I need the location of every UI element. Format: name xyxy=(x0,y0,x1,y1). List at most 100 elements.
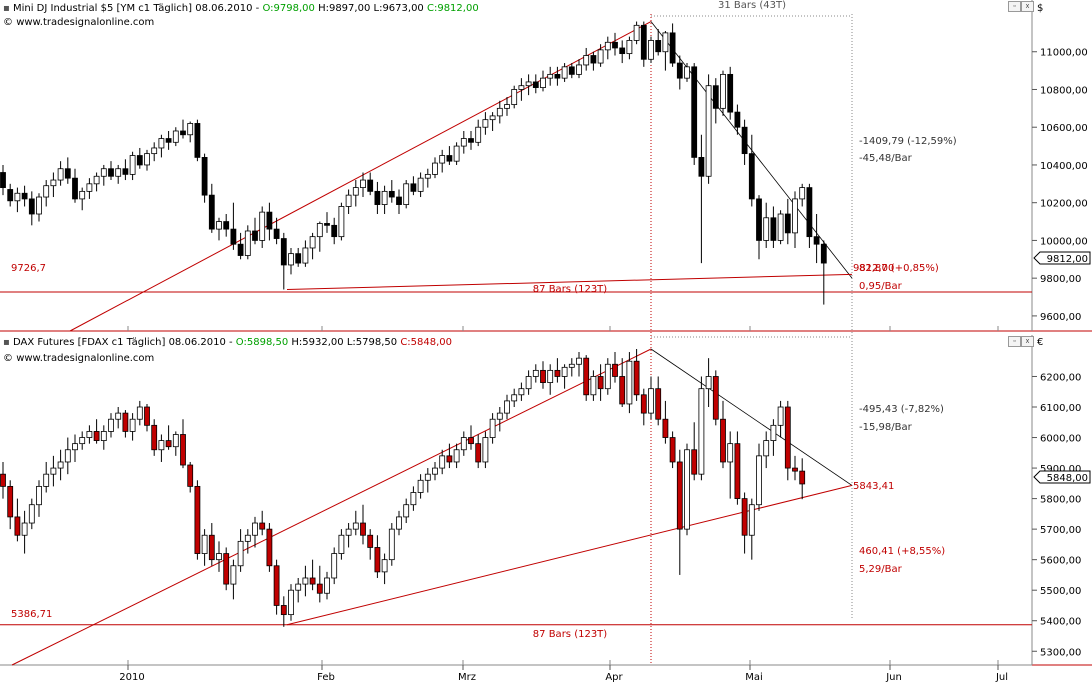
upper-candle-body xyxy=(655,40,662,53)
upper-candle-body xyxy=(597,49,604,64)
lower-candle xyxy=(273,559,280,615)
lower-candle xyxy=(698,376,705,481)
upper-candle-body xyxy=(489,115,496,121)
upper-candle xyxy=(331,217,338,245)
lower-decline-per-bar: -15,98/Bar xyxy=(859,422,913,433)
upper-candle-body xyxy=(813,236,820,245)
upper-candle-body xyxy=(496,107,503,117)
lower-candle-body xyxy=(100,431,107,441)
lower-candle xyxy=(655,376,662,426)
lower-minimize-button[interactable]: ▫ xyxy=(1008,336,1021,347)
lower-candle xyxy=(151,419,158,456)
lower-candle xyxy=(460,431,467,456)
lower-candle xyxy=(590,370,597,401)
lower-candle-body xyxy=(612,363,618,377)
upper-candle-body xyxy=(532,81,539,88)
upper-candle xyxy=(309,232,316,260)
lower-candle-body xyxy=(705,376,712,390)
upper-rise-per-bar: 0,95/Bar xyxy=(859,281,903,292)
lower-candle xyxy=(187,461,194,493)
upper-candle xyxy=(806,183,813,248)
lower-candle-body xyxy=(388,528,395,561)
upper-candle-body xyxy=(604,41,611,51)
upper-close-button[interactable]: x xyxy=(1021,1,1034,12)
upper-candle xyxy=(446,146,453,165)
upper-candle xyxy=(453,142,460,165)
upper-candle-body xyxy=(590,55,597,64)
upper-rise-overlap: 9812,00 xyxy=(853,263,894,274)
lower-price-tag: 5848,00 xyxy=(1033,470,1091,484)
upper-candle-body xyxy=(403,183,410,205)
lower-candle xyxy=(720,400,726,469)
lower-candle-body xyxy=(93,431,100,441)
lower-y-tick-label: 5300,00 xyxy=(1040,647,1081,658)
lower-y-tick-label: 5400,00 xyxy=(1040,617,1081,628)
lower-candle-body xyxy=(129,418,136,432)
upper-candle xyxy=(43,180,50,207)
lower-support-label: 5386,71 xyxy=(11,609,52,620)
lower-candle xyxy=(309,559,316,591)
upper-candle xyxy=(280,232,287,290)
lower-candle-body xyxy=(230,565,237,585)
lower-candle-body xyxy=(403,504,410,518)
lower-candle-body xyxy=(252,522,258,536)
lower-candle-body xyxy=(57,461,64,469)
upper-candle xyxy=(151,142,158,162)
lower-candle xyxy=(568,358,575,377)
upper-candle-body xyxy=(360,179,366,188)
upper-candle-body xyxy=(741,126,748,155)
upper-minimize-button[interactable]: ▫ xyxy=(1008,1,1021,12)
upper-open: O:9798,00 xyxy=(262,3,314,14)
lower-candle xyxy=(712,370,719,426)
lower-decline-label: -495,43 (-7,82%) xyxy=(859,404,944,415)
lower-candle xyxy=(115,407,122,429)
upper-candle-body xyxy=(662,32,669,53)
upper-candle xyxy=(669,23,676,67)
upper-candle xyxy=(698,134,705,264)
upper-candle xyxy=(770,206,777,248)
upper-candle xyxy=(410,176,417,196)
upper-candle-body xyxy=(14,192,21,202)
lower-candle xyxy=(748,498,755,560)
upper-candle xyxy=(381,185,388,215)
upper-candle-body xyxy=(165,138,172,143)
upper-bars-top-label: 31 Bars (43T) xyxy=(718,0,786,11)
upper-candle xyxy=(136,147,143,169)
lower-candle xyxy=(21,510,28,554)
lower-close-button[interactable]: x xyxy=(1021,336,1034,347)
svg-text:9812,00: 9812,00 xyxy=(1047,254,1088,265)
lower-y-tick-label: 5800,00 xyxy=(1040,495,1081,506)
upper-candle-body xyxy=(777,213,784,241)
lower-candle-body xyxy=(331,553,338,579)
lower-candle-body xyxy=(417,479,424,493)
lower-candle xyxy=(504,394,510,420)
lower-candle-body xyxy=(295,583,302,591)
x-axis-label: Mai xyxy=(745,672,763,683)
upper-y-tick-label: 11000,00 xyxy=(1040,48,1088,59)
lower-candle-body xyxy=(741,498,748,536)
lower-candle xyxy=(194,480,201,560)
lower-candle-body xyxy=(633,360,640,396)
upper-candle xyxy=(720,70,726,116)
upper-candle xyxy=(489,112,496,131)
upper-y-tick-label: 9800,00 xyxy=(1040,274,1081,285)
lower-candle-body xyxy=(151,424,158,451)
lower-candle-body xyxy=(64,449,71,463)
lower-candle xyxy=(604,358,611,395)
lower-candle xyxy=(338,529,345,560)
lower-candle-body xyxy=(108,418,114,432)
lower-candle xyxy=(489,413,496,444)
lower-candle xyxy=(72,434,78,462)
upper-candle-body xyxy=(756,198,762,241)
lower-candle-body xyxy=(604,363,611,390)
upper-candle xyxy=(302,240,309,267)
lower-candle xyxy=(540,361,546,389)
lower-candle-body xyxy=(72,443,78,451)
lower-falling-trendline xyxy=(650,348,853,486)
upper-candle-body xyxy=(43,185,50,198)
lower-candle xyxy=(424,468,431,493)
upper-candle xyxy=(273,217,280,245)
upper-candle xyxy=(424,168,431,188)
lower-candle xyxy=(784,400,791,481)
